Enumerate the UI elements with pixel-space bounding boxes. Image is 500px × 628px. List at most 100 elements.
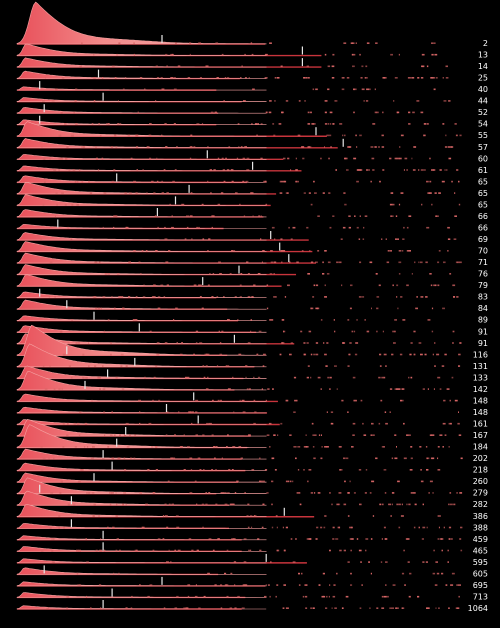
rug-dot [251, 526, 253, 529]
rug-dot [422, 65, 425, 68]
rug-dot [224, 503, 228, 506]
rug-dot [330, 123, 332, 125]
rug-dot [53, 457, 55, 460]
rug-dot [431, 53, 434, 56]
rug-dot [162, 538, 165, 540]
rug-dot [426, 526, 428, 529]
rug-dot [389, 411, 391, 413]
rug-dot [242, 157, 246, 160]
rug-dot [211, 226, 213, 229]
rug-dot [58, 134, 62, 137]
rug-dot [420, 169, 424, 171]
rug-dot [324, 53, 327, 56]
rug-dot [448, 607, 450, 609]
rug-dot [303, 353, 307, 356]
rug-dot [201, 307, 204, 310]
rug-dot [98, 123, 100, 125]
rug-dot [353, 88, 357, 91]
rug-dot [251, 53, 254, 56]
rug-dot [191, 422, 193, 425]
row-label: 133 [473, 373, 488, 382]
rug-dot [214, 111, 217, 114]
rug-dot [422, 503, 424, 506]
rug-dot [383, 469, 387, 471]
rug-dot [297, 134, 301, 137]
rug-dot [336, 572, 338, 575]
rug-dot [52, 538, 55, 540]
rug-dot [343, 549, 346, 552]
rug-dot [442, 446, 444, 448]
rug-dot [217, 538, 220, 540]
rug-dot [441, 365, 445, 367]
rug-dot [232, 446, 235, 448]
rug-dot [236, 480, 239, 483]
rug-dot [56, 203, 58, 206]
rug-dot [328, 595, 330, 598]
rug-dot [199, 77, 202, 79]
row-label: 595 [473, 558, 488, 567]
rug-dot [404, 157, 408, 160]
rug-dot [459, 492, 463, 494]
rug-dot [347, 146, 350, 148]
ridge-density [16, 274, 267, 287]
rug-dot [125, 77, 127, 79]
rug-dot [360, 77, 363, 79]
rug-dot [432, 353, 434, 356]
rug-dot [350, 42, 353, 44]
rug-dot [62, 446, 65, 448]
rug-dot [168, 549, 170, 552]
rug-dot [116, 538, 119, 540]
rug-dot [60, 157, 63, 160]
rug-dot [75, 88, 78, 91]
rug-dot [369, 492, 372, 494]
rug-dot [403, 457, 407, 460]
rug-dot [221, 53, 224, 56]
rug-dot [360, 399, 363, 402]
rug-dot [334, 100, 336, 102]
rug-dot [185, 376, 188, 379]
rug-dot [274, 77, 277, 79]
rug-dot [313, 492, 316, 494]
rug-dot [407, 77, 411, 79]
rug-dot [306, 446, 309, 448]
rug-dot [242, 411, 246, 413]
rug-dot [398, 526, 401, 529]
rug-dot [304, 595, 308, 598]
rug-dot [308, 192, 311, 194]
rug-dot [76, 422, 80, 425]
rug-dot [310, 376, 312, 379]
rug-dot [367, 330, 370, 333]
rug-dot [94, 261, 98, 264]
rug-dot [290, 538, 293, 540]
rug-dot [332, 53, 335, 56]
rug-dot [390, 515, 392, 517]
rug-dot [219, 399, 222, 402]
ridge-density [16, 194, 267, 206]
rug-dot [207, 572, 210, 575]
ridge-row [16, 69, 449, 80]
rug-dot [243, 538, 247, 540]
rug-dot [173, 88, 177, 91]
rug-dot [362, 296, 365, 298]
rug-dot [406, 250, 410, 252]
rug-dot [119, 123, 122, 125]
rug-dot [264, 469, 268, 471]
rug-dot [70, 134, 74, 137]
rug-dot [156, 353, 160, 356]
rug-dot [411, 77, 415, 79]
rug-dot [420, 296, 423, 298]
rug-dot [434, 53, 438, 56]
rug-dot [458, 411, 459, 413]
rug-dot [398, 203, 401, 206]
rug-dot [234, 296, 237, 298]
rug-dot [111, 492, 114, 494]
rug-dot [95, 549, 98, 552]
rug-dot [155, 250, 158, 252]
rug-dot [376, 307, 379, 310]
rug-dot [253, 376, 255, 379]
rug-dot [272, 123, 275, 125]
rug-dot [165, 146, 168, 148]
rug-dot [87, 446, 89, 448]
rug-dot [183, 434, 185, 436]
rug-dot [296, 446, 298, 448]
